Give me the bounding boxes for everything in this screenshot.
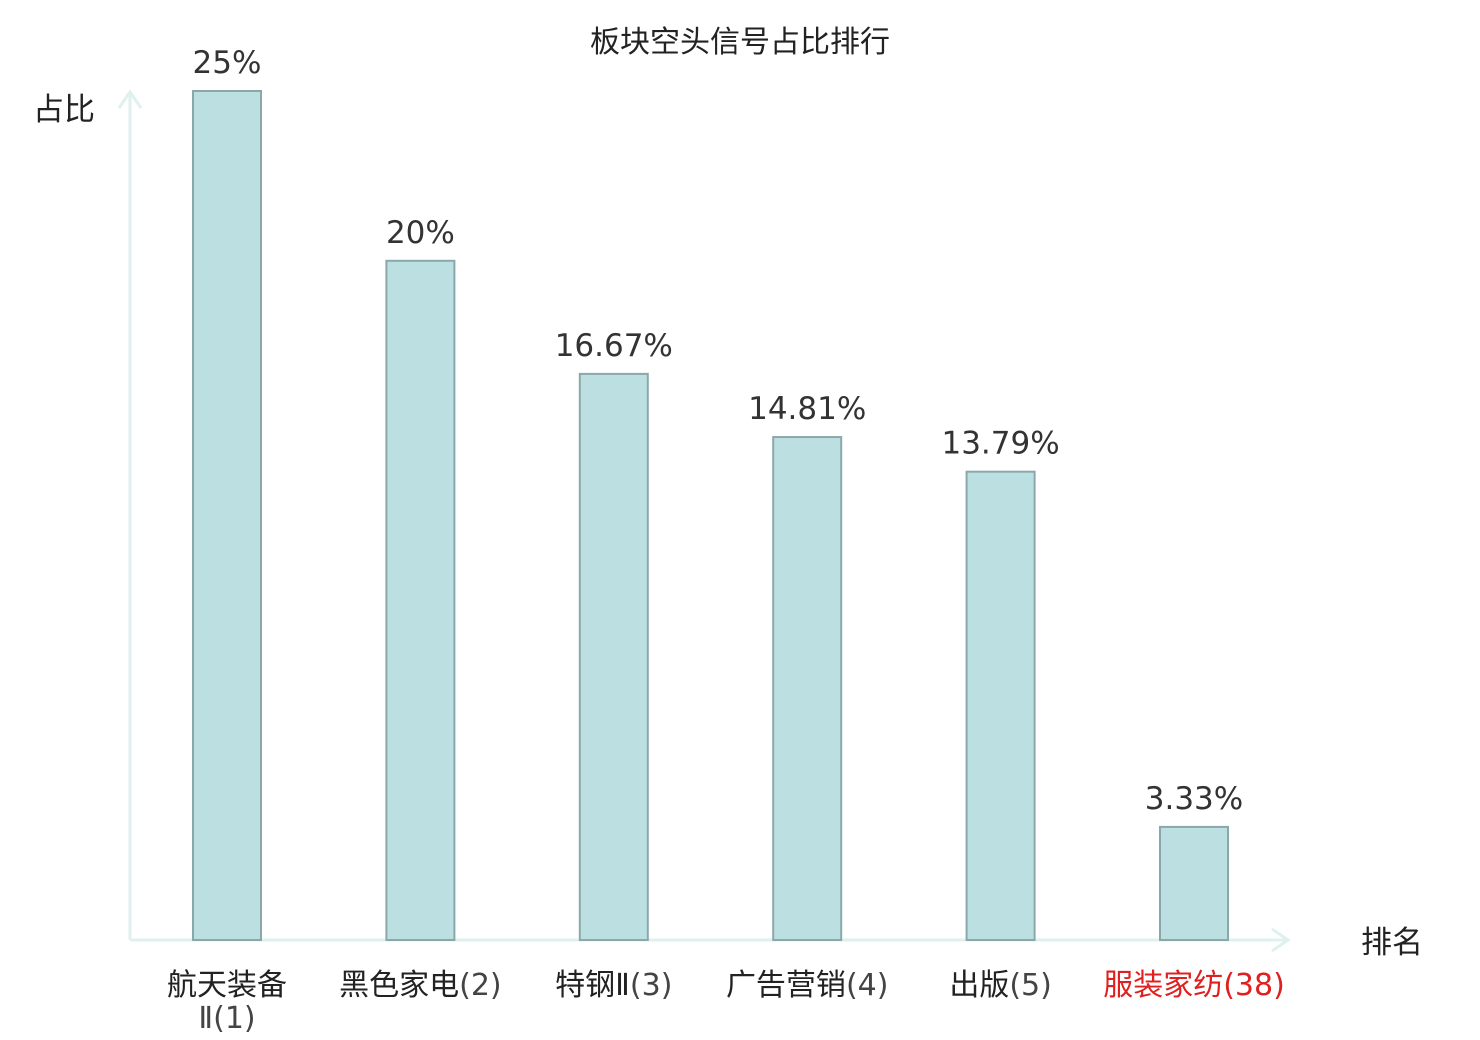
category-label-2: 黑色家电(2) bbox=[339, 968, 502, 1003]
category-rank: (2) bbox=[459, 968, 502, 1003]
bar-6 bbox=[1159, 825, 1229, 942]
bar-5 bbox=[965, 470, 1036, 941]
bar-1 bbox=[192, 90, 262, 941]
bars-group bbox=[192, 90, 1229, 942]
chart-title: 板块空头信号占比排行 bbox=[590, 25, 890, 60]
category-label-4: 广告营销(4) bbox=[726, 968, 889, 1003]
category-label-1: 航天装备 Ⅱ(1) bbox=[167, 968, 287, 1036]
value-label-4: 14.81% bbox=[748, 391, 866, 427]
category-name: 黑色家电 bbox=[339, 968, 459, 1003]
x-axis bbox=[130, 927, 1291, 953]
y-axis-title: 占比 bbox=[33, 92, 95, 128]
x-axis-title: 排名 bbox=[1361, 925, 1423, 961]
category-rank: (38) bbox=[1223, 968, 1285, 1003]
category-name: 广告营销 bbox=[726, 968, 846, 1003]
bar-2 bbox=[385, 259, 456, 941]
category-name: 特钢Ⅱ bbox=[555, 968, 630, 1003]
x-axis-arrow bbox=[1271, 927, 1291, 953]
y-axis bbox=[117, 89, 143, 940]
value-label-1: 25% bbox=[193, 45, 262, 81]
category-rank: (3) bbox=[630, 968, 673, 1003]
category-label-5: 出版(5) bbox=[949, 968, 1052, 1003]
y-axis-arrow bbox=[117, 89, 143, 109]
category-name: 服装家纺 bbox=[1103, 968, 1223, 1003]
value-label-3: 16.67% bbox=[555, 328, 673, 364]
category-label-3: 特钢Ⅱ(3) bbox=[555, 968, 672, 1003]
category-name: 航天装备 bbox=[167, 968, 287, 1003]
value-labels-group: 25% 20% 16.67% 14.81% 13.79% 3.33% bbox=[193, 45, 1244, 817]
category-name-continuation: Ⅱ bbox=[198, 1001, 213, 1036]
category-rank: (1) bbox=[213, 1001, 256, 1036]
value-label-5: 13.79% bbox=[941, 426, 1059, 462]
bar-3 bbox=[578, 372, 649, 942]
category-rank: (5) bbox=[1009, 968, 1052, 1003]
bar-4 bbox=[772, 436, 843, 941]
category-label-6: 服装家纺(38) bbox=[1103, 968, 1285, 1003]
category-rank: (4) bbox=[846, 968, 889, 1003]
value-label-6: 3.33% bbox=[1145, 781, 1243, 817]
category-name: 出版 bbox=[949, 968, 1009, 1003]
value-label-2: 20% bbox=[386, 215, 455, 251]
category-labels-group: 航天装备 Ⅱ(1) 黑色家电(2) 特钢Ⅱ(3) 广告营销(4) 出版(5) 服装家纺(38… bbox=[167, 968, 1285, 1036]
